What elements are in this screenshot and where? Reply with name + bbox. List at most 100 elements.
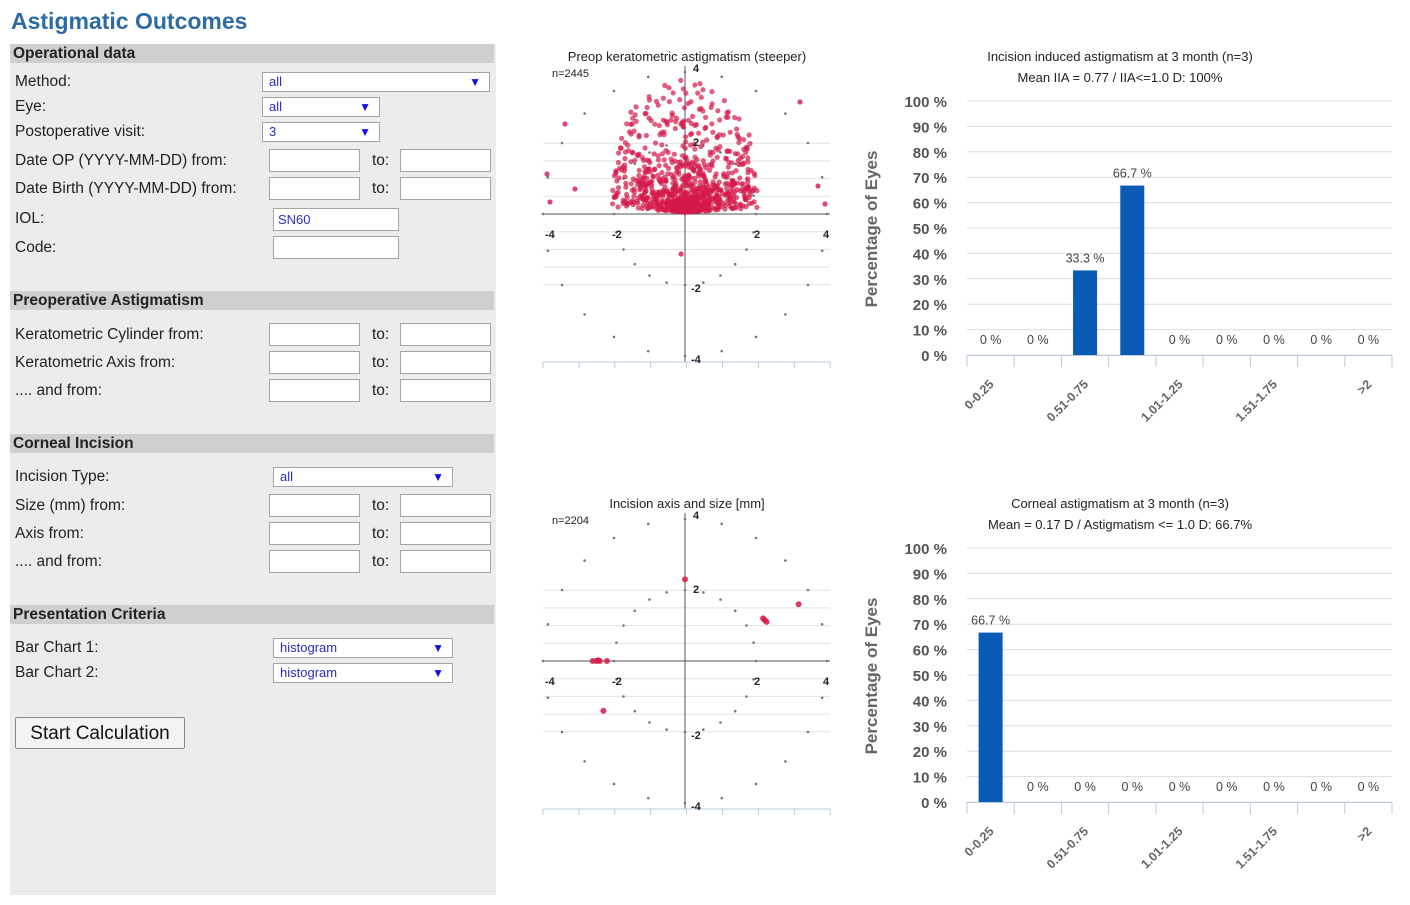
iol-input[interactable] xyxy=(273,208,399,231)
guide-dot xyxy=(683,588,687,592)
data-point xyxy=(682,145,688,151)
chevron-down-icon: ▼ xyxy=(432,641,444,655)
scatter-grid xyxy=(541,66,831,368)
y-tick-label: 10 % xyxy=(913,323,947,340)
chart-title: Preop keratometric astigmatism (steeper) xyxy=(568,49,806,64)
y-tick-label: 30 % xyxy=(913,719,947,736)
kcyl-from-input[interactable] xyxy=(269,323,360,346)
eye-label: Eye: xyxy=(15,98,47,115)
date-op-label: Date OP (YYYY-MM-DD) from: xyxy=(15,152,227,169)
bar-value-label: 0 % xyxy=(1169,780,1191,794)
data-point xyxy=(686,172,692,178)
to-label: to: xyxy=(372,354,390,371)
data-point xyxy=(682,179,688,185)
date-birth-label: Date Birth (YYYY-MM-DD) from: xyxy=(15,180,237,197)
data-point xyxy=(615,159,621,166)
x-tick-label: 1.51-1.75 xyxy=(1233,377,1280,424)
data-point xyxy=(678,121,684,127)
axis-from-input[interactable] xyxy=(269,522,360,545)
guide-dot xyxy=(752,678,755,681)
data-point xyxy=(716,201,723,207)
data-point xyxy=(700,158,706,164)
guide-dot xyxy=(583,760,586,763)
eye-select[interactable]: all ▼ xyxy=(262,97,380,117)
size-from-input[interactable] xyxy=(269,494,360,517)
date-op-from-input[interactable] xyxy=(269,149,360,172)
guide-dot xyxy=(784,313,787,316)
data-point xyxy=(615,204,621,210)
data-point xyxy=(639,180,645,186)
kcyl-to-input[interactable] xyxy=(400,323,491,346)
x-tick-label: 0.51-0.75 xyxy=(1044,377,1091,424)
bar-value-label: 0 % xyxy=(1310,780,1332,794)
incision-type-value: all xyxy=(280,469,294,484)
data-point xyxy=(662,82,668,89)
x-tick-label: 0.51-0.75 xyxy=(1044,824,1091,871)
data-point xyxy=(754,204,760,210)
data-point xyxy=(680,86,686,92)
guide-dot xyxy=(665,281,668,284)
kaxis-to-input[interactable] xyxy=(400,351,491,374)
data-point xyxy=(709,121,715,127)
tick-label: -2 xyxy=(691,283,701,295)
axis2-to-input[interactable] xyxy=(400,550,491,573)
data-point xyxy=(639,205,645,212)
data-point xyxy=(679,184,685,190)
bar-value-label: 0 % xyxy=(1358,333,1380,347)
data-point xyxy=(636,132,642,138)
size-to-input[interactable] xyxy=(400,494,491,517)
bar-value-label: 0 % xyxy=(1074,780,1096,794)
bar-value-label: 0 % xyxy=(1027,780,1049,794)
date-birth-to-input[interactable] xyxy=(400,177,491,200)
data-point xyxy=(624,191,630,198)
date-birth-from-input[interactable] xyxy=(269,177,360,200)
incision-type-select[interactable]: all ▼ xyxy=(273,467,453,487)
chevron-down-icon: ▼ xyxy=(432,666,444,680)
guide-dot xyxy=(683,730,687,734)
kaxis2-from-input[interactable] xyxy=(269,379,360,402)
guide-dot xyxy=(752,641,755,644)
start-calculation-button[interactable]: Start Calculation xyxy=(15,717,185,749)
page-title: Astigmatic Outcomes xyxy=(11,8,248,34)
data-point xyxy=(686,204,692,210)
guide-dot xyxy=(754,659,758,663)
bar-grid xyxy=(966,100,1393,367)
to-label: to: xyxy=(372,525,390,542)
guide-dot xyxy=(665,728,668,731)
kaxis2-to-input[interactable] xyxy=(400,379,491,402)
data-point xyxy=(670,175,676,181)
data-point xyxy=(716,179,722,185)
data-point xyxy=(623,180,629,186)
chevron-down-icon: ▼ xyxy=(432,470,444,484)
data-point xyxy=(696,130,702,136)
data-point xyxy=(662,174,668,180)
data-point xyxy=(700,139,706,145)
guide-dot xyxy=(546,696,550,700)
data-point xyxy=(682,155,688,161)
data-point xyxy=(698,94,704,100)
axis2-from-input[interactable] xyxy=(269,550,360,573)
data-point xyxy=(729,170,735,176)
guide-dot xyxy=(560,141,564,145)
bar-chart-2-select[interactable]: histogram ▼ xyxy=(273,663,453,683)
bar-chart-1-select[interactable]: histogram ▼ xyxy=(273,638,453,658)
data-point xyxy=(655,153,661,159)
guide-dot xyxy=(719,274,722,277)
kaxis-from-input[interactable] xyxy=(269,351,360,374)
guide-dot xyxy=(615,231,618,234)
data-point xyxy=(745,159,751,165)
data-point xyxy=(628,109,634,115)
date-op-to-input[interactable] xyxy=(400,149,491,172)
bar-value-label: 0 % xyxy=(1358,780,1380,794)
data-point xyxy=(628,181,634,187)
chart-title: Corneal astigmatism at 3 month (n=3) xyxy=(1011,496,1229,511)
data-point xyxy=(709,89,715,95)
code-input[interactable] xyxy=(273,236,399,259)
data-point xyxy=(715,108,721,114)
data-point xyxy=(615,189,621,196)
axis-to-input[interactable] xyxy=(400,522,491,545)
method-select[interactable]: all ▼ xyxy=(262,72,490,92)
data-point xyxy=(652,167,658,173)
data-point xyxy=(740,161,746,167)
postop-visit-select[interactable]: 3 ▼ xyxy=(262,122,380,142)
